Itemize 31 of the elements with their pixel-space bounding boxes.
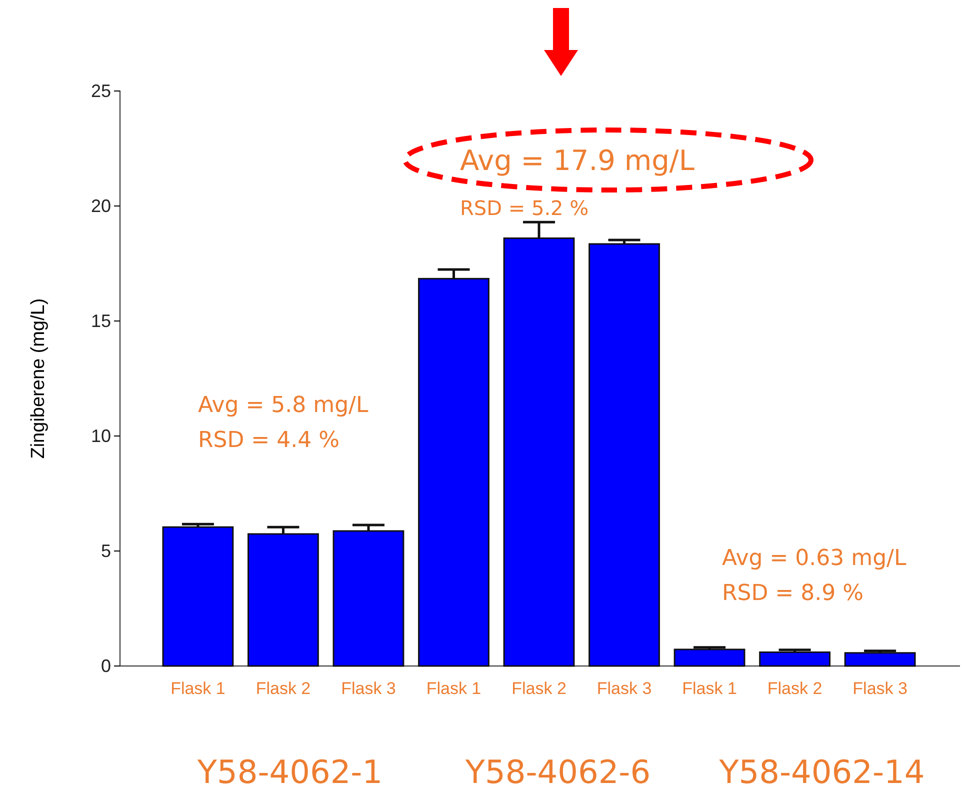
bar [332, 530, 404, 667]
text: Y58-4062-1 [196, 753, 383, 789]
annotation: Avg = 5.8 mg/L [198, 393, 369, 418]
x-tick-label: Flask 3 [341, 679, 396, 698]
annotation: RSD = 8.9 % [722, 581, 864, 606]
annotation: RSD = 4.4 % [198, 428, 340, 453]
x-tick-label: Flask 2 [512, 679, 566, 698]
x-tick-label: Flask 2 [256, 679, 311, 698]
bar [162, 526, 234, 667]
y-tick-label: 10 [90, 426, 111, 446]
y-axis-title: Zingiberene (mg/L) [28, 298, 49, 459]
y-tick-label: 20 [90, 196, 111, 216]
bar [759, 651, 830, 667]
x-tick-label: Flask 1 [170, 679, 226, 698]
x-tick-label: Flask 1 [682, 679, 737, 698]
bar [588, 243, 660, 667]
x-tick-label: Flask 1 [426, 679, 482, 698]
x-tick-label: Flask 2 [767, 679, 822, 698]
x-tick-label: Flask 3 [852, 679, 908, 698]
annotation: Avg = 0.63 mg/L [722, 546, 907, 571]
y-tick-label: 5 [100, 540, 111, 561]
x-tick-label: Flask 3 [596, 679, 652, 698]
y-tick-label: 0 [100, 656, 111, 676]
y-tick-label: 15 [90, 310, 111, 331]
text: Y58-4062-6 [464, 753, 651, 789]
annotation: RSD = 5.2 % [460, 196, 589, 220]
text: Y58-4062-14 [718, 753, 925, 789]
bar [674, 648, 746, 667]
bar [844, 652, 916, 667]
y-tick-label: 25 [90, 80, 111, 101]
annotation: Avg = 17.9 mg/L [460, 144, 695, 177]
